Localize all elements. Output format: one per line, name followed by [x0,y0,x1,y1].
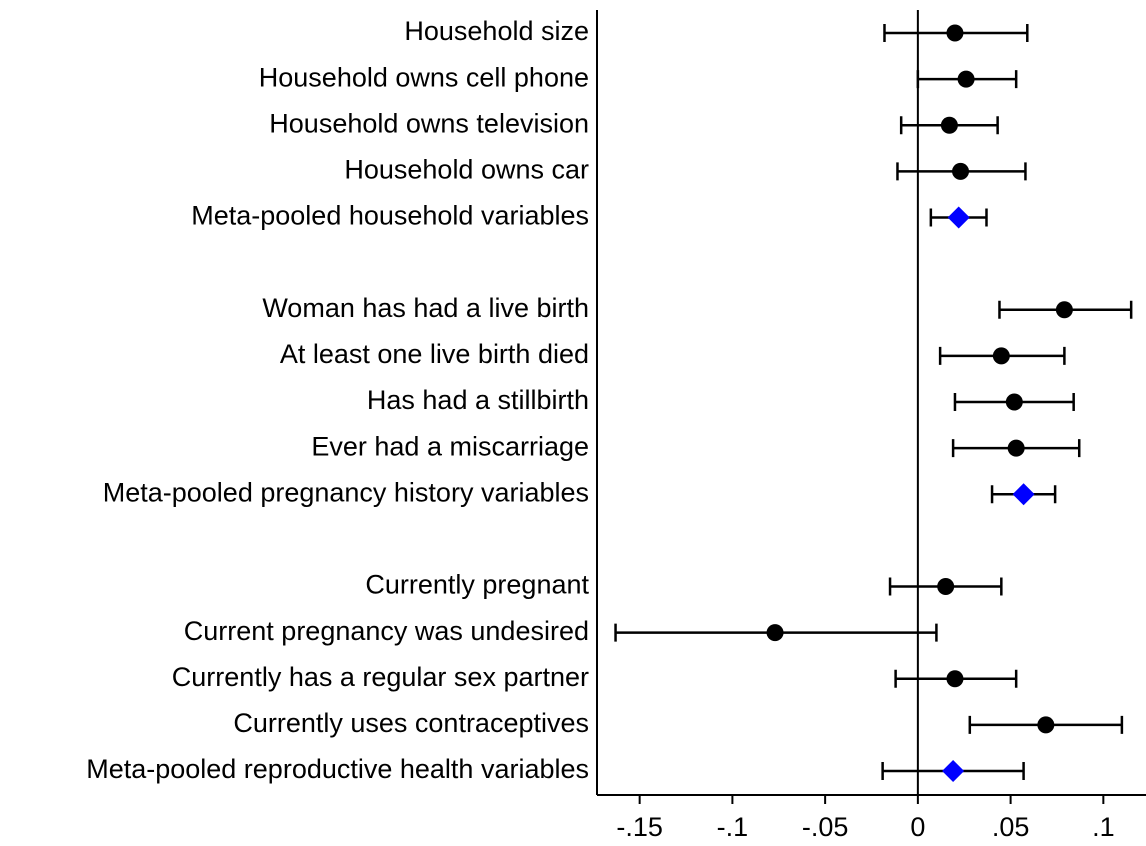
y-tick-label: Household owns cell phone [259,62,589,92]
estimate-marker [942,760,965,782]
estimate-marker [992,347,1010,365]
x-tick-label: .1 [1092,812,1115,842]
y-tick-label: Has had a stillbirth [367,385,589,415]
estimate-marker [937,578,955,595]
y-tick-label: Meta-pooled reproductive health variable… [86,754,589,784]
estimate-marker [946,24,964,42]
estimate-marker [1005,393,1023,411]
estimate-marker [952,162,970,180]
y-tick-label: Currently pregnant [365,570,589,600]
estimate-marker [766,624,784,642]
y-tick-label: Woman has had a live birth [262,293,589,323]
estimate-marker [946,670,964,688]
y-tick-label: Household size [404,16,589,46]
y-tick-label: Household owns television [269,108,589,138]
estimate-marker [1037,716,1055,734]
y-tick-label: Currently has a regular sex partner [172,662,589,692]
estimate-marker [1055,301,1073,319]
y-tick-label: Meta-pooled household variables [191,201,589,231]
y-tick-label: Meta-pooled pregnancy history variables [103,477,589,507]
y-tick-label: Ever had a miscarriage [311,431,589,461]
estimate-marker [947,206,970,229]
estimate-marker [1012,483,1035,506]
y-tick-label: Currently uses contraceptives [233,708,589,738]
estimate-marker [940,116,958,134]
x-tick-label: -.05 [802,812,849,842]
y-tick-label: Current pregnancy was undesired [184,616,589,646]
x-tick-label: -.15 [616,812,663,842]
x-tick-label: 0 [910,812,925,842]
y-tick-label: At least one live birth died [280,339,589,369]
x-tick-label: -.1 [717,812,749,842]
estimate-marker [1007,439,1025,457]
estimate-marker [957,70,975,88]
y-tick-label: Household owns car [344,155,589,185]
x-tick-label: .05 [992,812,1030,842]
